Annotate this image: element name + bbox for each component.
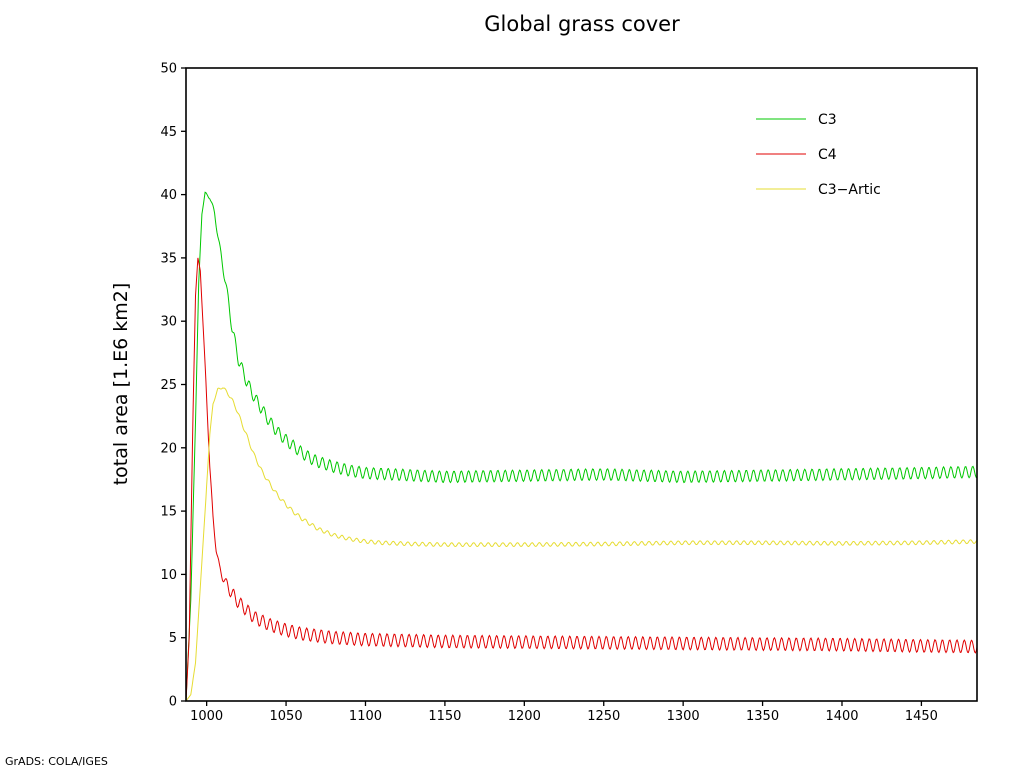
x-tick-label: 1100 (349, 709, 382, 724)
y-tick-label: 0 (169, 695, 177, 710)
x-tick-label: 1150 (428, 709, 461, 724)
legend: C3 C4 C3−Artic (756, 112, 881, 198)
x-tick-label: 1250 (587, 709, 620, 724)
series-line-1 (185, 191, 978, 702)
series-line-2 (185, 257, 978, 702)
y-axis-label: total area [1.E6 km2] (110, 283, 132, 486)
y-tick-label: 25 (160, 378, 177, 393)
x-axis: 1000 1050 1100 1150 1200 1250 1300 1350 1400 1450 (190, 701, 938, 724)
plot-frame (185, 67, 978, 702)
legend-label: C3 (818, 112, 837, 128)
chart-title: Global grass cover (484, 12, 680, 36)
legend-label: C4 (818, 147, 837, 163)
y-tick-label: 50 (160, 62, 177, 77)
y-tick-label: 40 (160, 188, 177, 203)
x-tick-label: 1050 (270, 709, 303, 724)
series-line-3 (185, 387, 978, 702)
y-tick-label: 30 (160, 315, 177, 330)
x-tick-label: 1200 (508, 709, 541, 724)
grads-credit: GrADS: COLA/IGES (5, 755, 108, 768)
y-tick-label: 5 (169, 631, 177, 646)
y-tick-label: 45 (160, 125, 177, 140)
legend-label: C3−Artic (818, 182, 881, 198)
x-tick-label: 1350 (746, 709, 779, 724)
y-tick-label: 35 (160, 251, 177, 266)
x-tick-label: 1450 (905, 709, 938, 724)
y-tick-label: 10 (160, 568, 177, 583)
plot-lines (185, 191, 978, 702)
x-tick-label: 1300 (667, 709, 700, 724)
x-tick-label: 1000 (190, 709, 223, 724)
x-tick-label: 1400 (825, 709, 858, 724)
y-tick-label: 15 (160, 505, 177, 520)
y-axis: 0 5 10 15 20 25 30 35 40 45 50 (160, 62, 186, 710)
y-tick-label: 20 (160, 441, 177, 456)
